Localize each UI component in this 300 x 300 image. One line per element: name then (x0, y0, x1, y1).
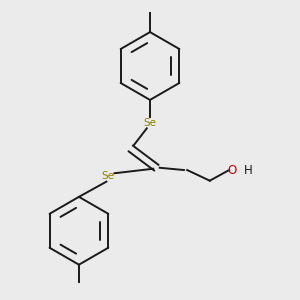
Text: H: H (244, 164, 253, 176)
Text: O: O (228, 164, 237, 176)
Text: Se: Se (101, 171, 115, 181)
Text: Se: Se (143, 118, 157, 128)
